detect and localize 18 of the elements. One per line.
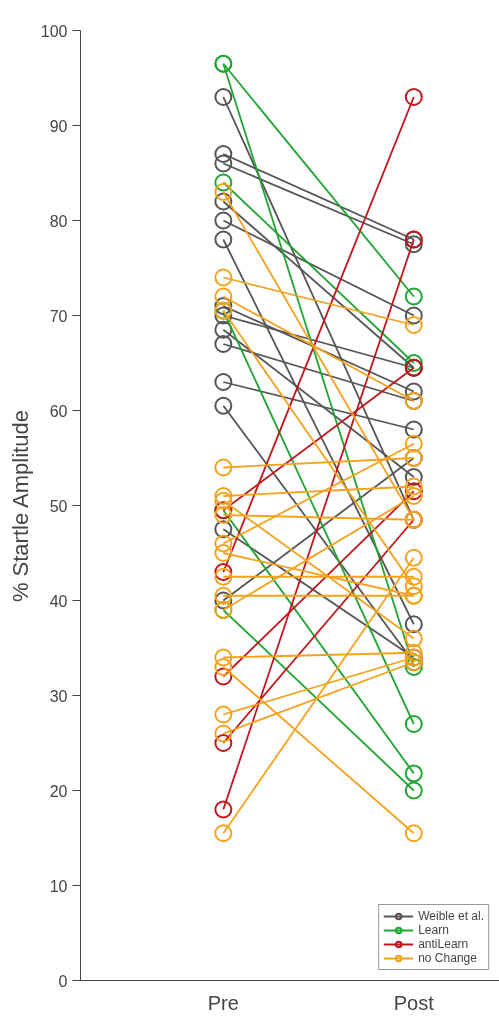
legend-label: Learn — [418, 923, 449, 937]
legend-label: no Change — [418, 951, 477, 965]
x-tick-label: Post — [393, 991, 435, 1014]
y-tick-label: 30 — [49, 687, 68, 705]
legend-label: antiLearn — [418, 937, 469, 951]
y-tick-label: 10 — [49, 877, 68, 895]
legend-label: Weible et al. — [418, 909, 484, 923]
y-tick-label: 50 — [49, 497, 68, 515]
y-tick-label: 60 — [49, 402, 68, 420]
y-tick-label: 0 — [58, 972, 68, 990]
y-tick-label: 40 — [49, 592, 68, 610]
y-tick-label: 70 — [49, 307, 68, 325]
y-tick-label: 80 — [49, 212, 68, 230]
x-tick-label: Pre — [207, 991, 239, 1014]
y-tick-label: 100 — [40, 22, 68, 40]
y-tick-label: 90 — [49, 117, 68, 135]
y-axis-title: % Startle Amplitude — [7, 410, 33, 603]
y-tick-label: 20 — [49, 782, 68, 800]
